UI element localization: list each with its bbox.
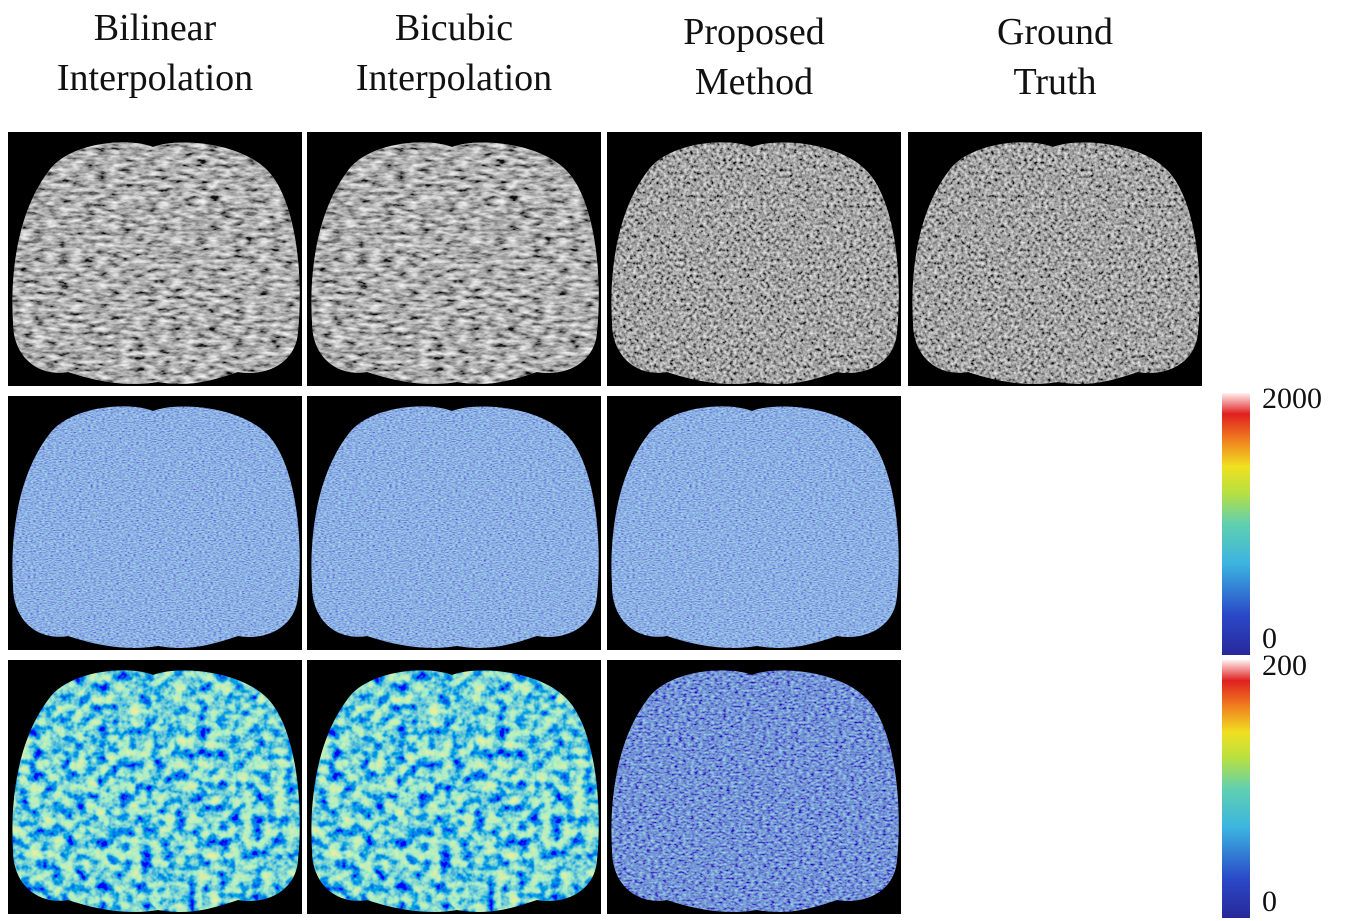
brain-texture	[8, 132, 302, 386]
column-header: Interpolation	[356, 57, 552, 99]
image-panel	[307, 132, 601, 386]
column-header: Bilinear	[94, 7, 217, 49]
brain-image	[8, 660, 302, 914]
brain-image	[307, 396, 601, 650]
brain-image	[908, 132, 1202, 386]
brain-image	[307, 660, 601, 914]
image-panel	[8, 660, 302, 914]
column-header: Method	[695, 61, 813, 103]
image-panel	[607, 132, 901, 386]
brain-texture	[8, 660, 302, 914]
image-panel	[8, 132, 302, 386]
image-panel	[307, 396, 601, 650]
colorbar-max-label: 200	[1262, 649, 1307, 682]
brain-image	[607, 132, 901, 386]
colorbar	[1222, 393, 1250, 655]
image-panel	[607, 660, 901, 914]
column-header: Ground	[997, 11, 1113, 53]
brain-texture	[307, 396, 601, 650]
brain-texture	[908, 132, 1202, 386]
column-header: Bicubic	[395, 7, 513, 49]
image-panel	[8, 396, 302, 650]
brain-texture	[307, 660, 601, 914]
brain-texture	[607, 660, 901, 914]
brain-texture	[607, 132, 901, 386]
column-header: Truth	[1013, 61, 1096, 103]
image-panel	[307, 660, 601, 914]
column-header: Proposed	[683, 11, 824, 53]
figure: Bilinear Interpolation Bicubic Interpolatio…	[0, 0, 1355, 921]
colorbar-max-label: 2000	[1262, 382, 1322, 415]
brain-image	[607, 660, 901, 914]
brain-texture	[8, 396, 302, 650]
brain-image	[8, 132, 302, 386]
image-panel	[607, 396, 901, 650]
brain-texture	[607, 396, 901, 650]
column-header: Interpolation	[57, 57, 253, 99]
brain-image	[607, 396, 901, 650]
colorbar-min-label: 0	[1262, 885, 1277, 918]
brain-texture	[307, 132, 601, 386]
colorbar	[1222, 660, 1250, 918]
brain-image	[307, 132, 601, 386]
image-panel	[908, 132, 1202, 386]
brain-image	[8, 396, 302, 650]
